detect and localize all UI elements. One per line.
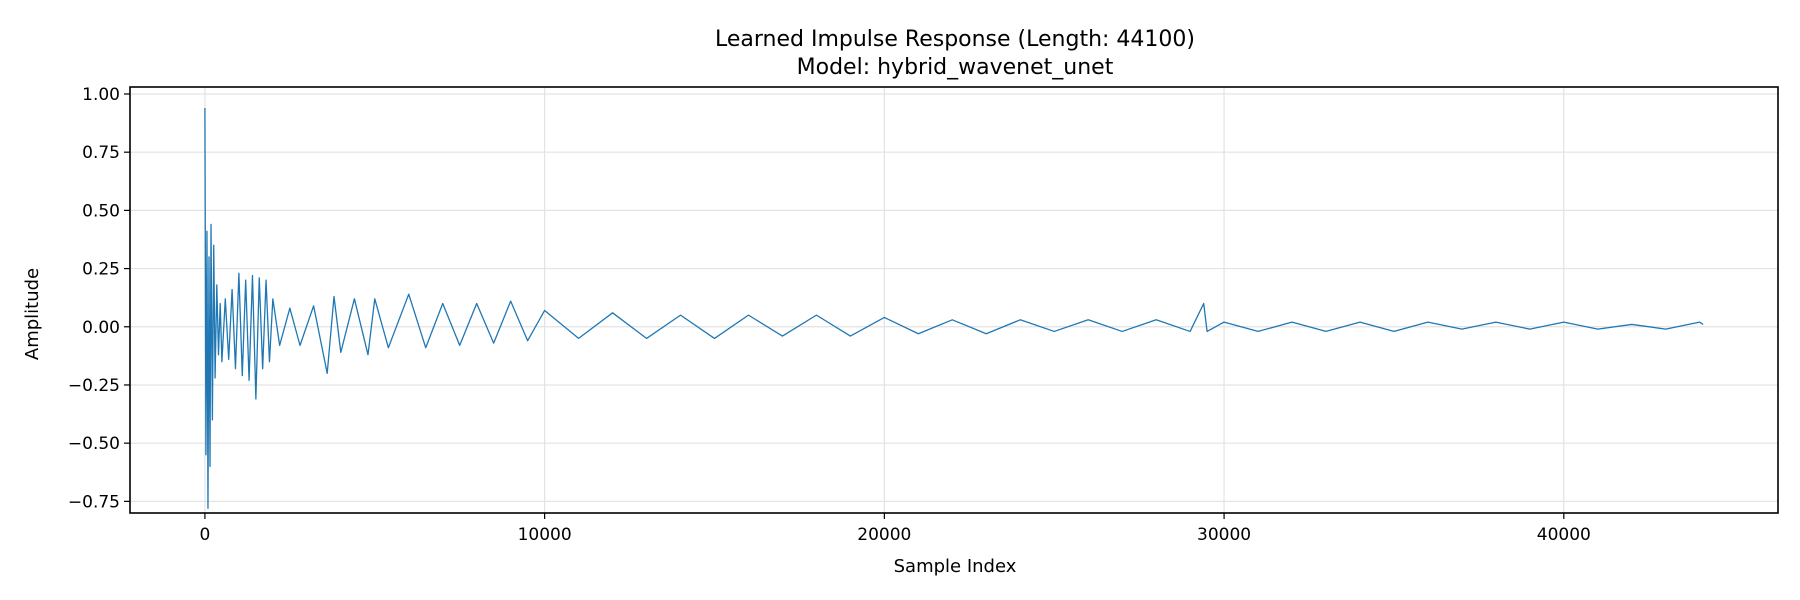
axis-ticks: 0 10000 20000 30000 40000 1.00 0.75 0.50 0.25 0.0… [68, 85, 1591, 545]
plot-series-group [204, 107, 1704, 509]
x-tick-label: 40000 [1537, 525, 1591, 545]
x-axis-label: Sample Index [894, 556, 1017, 577]
y-tick-label: 1.00 [82, 85, 120, 105]
y-tick-label: −0.25 [68, 376, 120, 396]
y-tick-label: 0.50 [82, 201, 120, 221]
y-tick-label: −0.50 [68, 434, 120, 454]
y-tick-label: −0.75 [68, 492, 120, 512]
impulse-response-line [204, 107, 1704, 509]
y-tick-label: 0.00 [82, 318, 120, 338]
x-tick-label: 0 [199, 525, 210, 545]
plot-area-frame [129, 86, 1779, 514]
chart-title: Learned Impulse Response (Length: 44100) [715, 27, 1195, 52]
x-tick-label: 10000 [518, 525, 572, 545]
y-axis-label: Amplitude [22, 268, 43, 360]
y-tick-label: 0.75 [82, 143, 120, 163]
grid-lines [130, 87, 1778, 513]
x-tick-label: 30000 [1197, 525, 1251, 545]
x-tick-label: 20000 [857, 525, 911, 545]
y-tick-label: 0.25 [82, 260, 120, 280]
chart-subtitle: Model: hybrid_wavenet_unet [797, 55, 1114, 80]
